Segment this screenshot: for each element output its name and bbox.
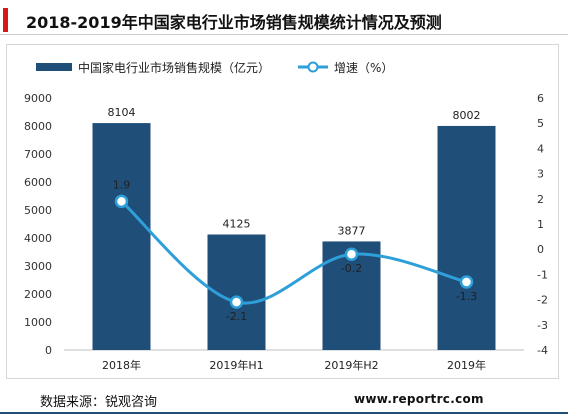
bar-4	[437, 125, 496, 350]
bar-1	[92, 123, 151, 350]
y-right-tick-label: 6	[537, 92, 544, 105]
growth-point-3	[344, 247, 359, 261]
y-left-tick-label: 7000	[24, 148, 52, 161]
y-right-tick-label: -1	[537, 268, 548, 281]
bar-value-label: 8002	[453, 109, 481, 122]
legend-bar-swatch	[36, 63, 72, 71]
growth-line	[120, 200, 467, 305]
growth-point-2	[229, 295, 244, 309]
growth-point-4	[459, 275, 474, 289]
x-tick-label: 2019年H2	[324, 358, 378, 372]
y-left-tick-label: 1000	[24, 316, 52, 329]
bar-value-label: 4125	[223, 218, 251, 231]
title-accent-bar	[3, 8, 8, 32]
growth-point-1	[114, 194, 129, 209]
y-right-tick-label: 3	[537, 168, 544, 181]
website-link[interactable]: www.reportrc.com	[354, 392, 484, 406]
legend-line-label: 增速（%）	[334, 61, 393, 75]
title-divider	[0, 34, 568, 35]
chart-title: 2018-2019年中国家电行业市场销售规模统计情况及预测	[26, 13, 442, 32]
growth-value-label: -1.3	[456, 290, 477, 303]
y-left-tick-label: 9000	[24, 92, 52, 105]
data-source: 数据来源：锐观咨询	[40, 395, 158, 410]
y-left-tick-label: 5000	[24, 204, 52, 217]
y-left-tick-label: 2000	[24, 288, 52, 301]
y-right-tick-label: -3	[537, 319, 548, 332]
y-right-tick-label: 1	[537, 218, 544, 231]
plot-frame	[6, 44, 559, 379]
y-right-tick-label: 2	[537, 193, 544, 206]
x-tick-label: 2019年H1	[209, 358, 263, 372]
bottom-divider	[0, 412, 568, 414]
y-right-tick-label: -2	[537, 294, 548, 307]
x-tick-label: 2019年	[447, 358, 486, 372]
y-left-tick-label: 3000	[24, 260, 52, 273]
growth-value-label: -2.1	[226, 310, 247, 323]
growth-value-label: 1.9	[113, 178, 131, 191]
bar-value-label: 3877	[338, 224, 366, 237]
y-left-tick-label: 6000	[24, 176, 52, 189]
y-right-tick-label: 4	[537, 142, 544, 155]
y-left-tick-label: 0	[45, 344, 52, 357]
legend-bar-label: 中国家电行业市场销售规模（亿元）	[78, 60, 270, 75]
legend-line-marker	[307, 61, 319, 73]
growth-value-label: -0.2	[341, 262, 362, 275]
y-right-tick-label: 5	[537, 117, 544, 130]
y-right-tick-label: 0	[537, 243, 544, 256]
title-bar: 2018-2019年中国家电行业市场销售规模统计情况及预测	[0, 6, 568, 34]
y-left-tick-label: 4000	[24, 232, 52, 245]
x-tick-label: 2018年	[102, 358, 141, 372]
bar-value-label: 8104	[108, 106, 136, 119]
y-left-tick-label: 8000	[24, 120, 52, 133]
combo-chart: 中国家电行业市场销售规模（亿元） 增速（%）0100020003000400050…	[24, 60, 548, 372]
y-right-tick-label: -4	[537, 344, 548, 357]
